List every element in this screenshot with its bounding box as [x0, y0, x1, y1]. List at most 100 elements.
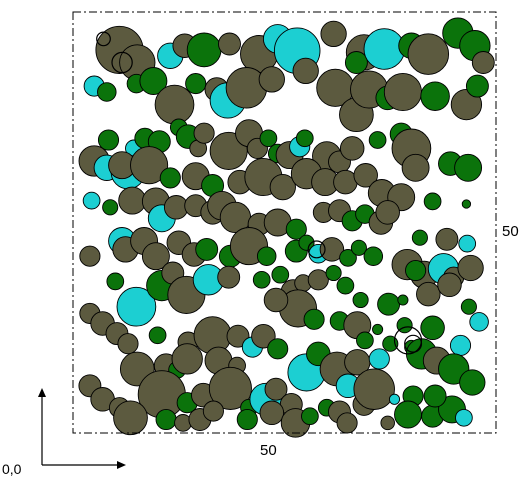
x-axis-arrowhead-icon [117, 461, 126, 469]
origin-axes [38, 388, 126, 469]
particle-rings-layer [96, 31, 423, 355]
particle-green [423, 384, 447, 408]
particle-green [352, 291, 369, 309]
particle-green [252, 270, 271, 289]
particle-green [159, 167, 181, 189]
particle-brown [320, 20, 347, 48]
particle-brown [339, 136, 365, 161]
particle-brown [141, 242, 170, 271]
particle-green [301, 407, 319, 426]
particle-brown [401, 153, 430, 182]
particle-green [382, 335, 399, 352]
particle-brown [154, 84, 195, 125]
particle-brown [251, 323, 276, 349]
particle-cyan [82, 191, 101, 210]
particles-layer [78, 17, 495, 438]
particle-brown [264, 377, 288, 401]
particle-cyan [458, 234, 477, 253]
particle-green [368, 131, 387, 149]
particle-green [256, 246, 277, 266]
particle-brown [202, 400, 224, 422]
particle-brown [269, 173, 296, 201]
particle-cyan [455, 408, 473, 427]
particle-green [461, 199, 472, 209]
particle-green [363, 246, 384, 266]
particle-green [236, 408, 258, 431]
particle-brown [319, 237, 345, 262]
particle-brown [263, 287, 289, 313]
particle-green [344, 51, 368, 74]
particle-brown [79, 245, 101, 267]
particle-green [420, 81, 450, 111]
particle-green [372, 323, 384, 335]
particle-green [106, 272, 125, 291]
particle-brown [208, 366, 252, 410]
particle-cyan [368, 348, 390, 370]
particle-brown [416, 281, 441, 307]
particle-green [195, 237, 219, 261]
particle-green [97, 129, 120, 151]
particle-brown [435, 227, 459, 251]
particle-green [325, 264, 342, 282]
particle-green [350, 239, 367, 256]
particle-brown [292, 57, 319, 85]
particle-brown [118, 186, 147, 215]
particle-green [271, 265, 290, 284]
particle-cyan [363, 28, 406, 70]
particle-brown [407, 33, 450, 75]
particle-brown [353, 368, 395, 410]
particle-cyan [449, 334, 472, 356]
origin-label: 0,0 [2, 461, 22, 477]
particle-green [186, 32, 222, 68]
particle-green [465, 74, 489, 98]
particle-ring [393, 326, 423, 355]
particle-brown [307, 269, 329, 291]
domain-boundary [72, 11, 497, 434]
particle-brown [171, 343, 203, 375]
height-dimension-label: 50 [502, 223, 519, 240]
particle-brown [218, 32, 241, 56]
particle-brown [130, 146, 169, 185]
particle-green [298, 234, 315, 251]
particle-green [394, 400, 422, 429]
particle-ring [96, 31, 111, 47]
particle-green [185, 73, 207, 95]
particle-brown [353, 163, 378, 188]
particle-ring [404, 334, 423, 353]
width-dimension-label: 50 [260, 442, 277, 459]
particle-brown [113, 400, 148, 436]
particle-green [259, 129, 278, 148]
particle-green [97, 82, 117, 102]
particle-ring [111, 51, 133, 74]
particle-green [377, 292, 401, 316]
particle-green [139, 67, 168, 95]
particle-green [460, 298, 477, 315]
particle-brown [258, 66, 285, 93]
particle-green [420, 315, 445, 341]
particle-brown [383, 72, 422, 112]
particle-green [295, 129, 314, 148]
particle-green [459, 369, 486, 396]
particle-green [356, 331, 374, 350]
particle-green [267, 338, 289, 360]
particle-green [303, 308, 325, 330]
particle-cyan [116, 286, 157, 327]
particle-brown [375, 200, 400, 225]
particle-green [155, 408, 177, 431]
particle-green [405, 259, 427, 282]
particle-cyan [469, 312, 489, 332]
particle-brown [471, 51, 495, 74]
particle-brown [437, 272, 462, 298]
particle-green [411, 229, 428, 246]
particle-green [339, 249, 357, 267]
particle-green [423, 192, 442, 211]
particle-brown [336, 412, 358, 434]
particle-green [397, 294, 409, 306]
y-axis-arrowhead-icon [38, 388, 46, 397]
particle-ring [307, 240, 326, 259]
particle-brown [117, 333, 139, 355]
particle-brown [259, 400, 285, 426]
particle-brown [217, 265, 241, 289]
